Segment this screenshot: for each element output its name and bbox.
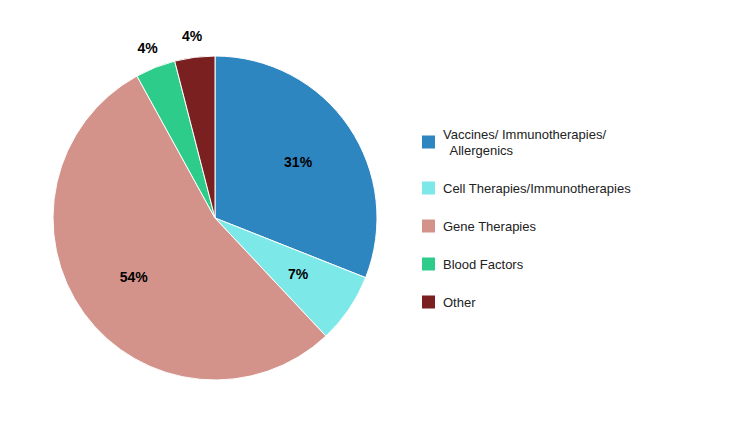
legend-label: Gene Therapies (443, 219, 536, 234)
legend-item: Blood Factors (422, 257, 524, 272)
legend-label-line: Allergenics (443, 143, 514, 158)
pie (53, 56, 377, 380)
legend-swatch (422, 182, 435, 195)
legend-item: Cell Therapies/Immunotherapies (422, 181, 631, 196)
legend-item: Other (422, 295, 476, 310)
legend-label-line: Cell Therapies/Immunotherapies (443, 181, 631, 196)
legend: Vaccines/ Immunotherapies/ Allergenics Ce… (422, 127, 631, 310)
chart: 31% 7% 54% 4% 4% Vaccines/ Immunotherapies/ A… (0, 0, 743, 436)
legend-label-line: Blood Factors (443, 257, 524, 272)
legend-swatch (422, 220, 435, 233)
data-label: 31% (284, 154, 313, 170)
legend-label-line: Other (443, 295, 476, 310)
legend-swatch (422, 136, 435, 149)
data-label: 4% (182, 28, 203, 44)
legend-swatch (422, 296, 435, 309)
legend-label-line: Vaccines/ Immunotherapies/ (443, 127, 606, 142)
legend-item: Vaccines/ Immunotherapies/ Allergenics (422, 127, 606, 158)
pie-slice (175, 56, 215, 218)
legend-label: Vaccines/ Immunotherapies/ Allergenics (443, 127, 606, 158)
legend-label: Other (443, 295, 476, 310)
data-label: 54% (120, 269, 149, 285)
legend-label: Blood Factors (443, 257, 524, 272)
data-label: 4% (137, 40, 158, 56)
data-labels: 31% 7% 54% 4% 4% (120, 28, 313, 285)
legend-label: Cell Therapies/Immunotherapies (443, 181, 631, 196)
legend-label-line: Gene Therapies (443, 219, 536, 234)
legend-swatch (422, 258, 435, 271)
data-label: 7% (288, 266, 309, 282)
legend-item: Gene Therapies (422, 219, 536, 234)
